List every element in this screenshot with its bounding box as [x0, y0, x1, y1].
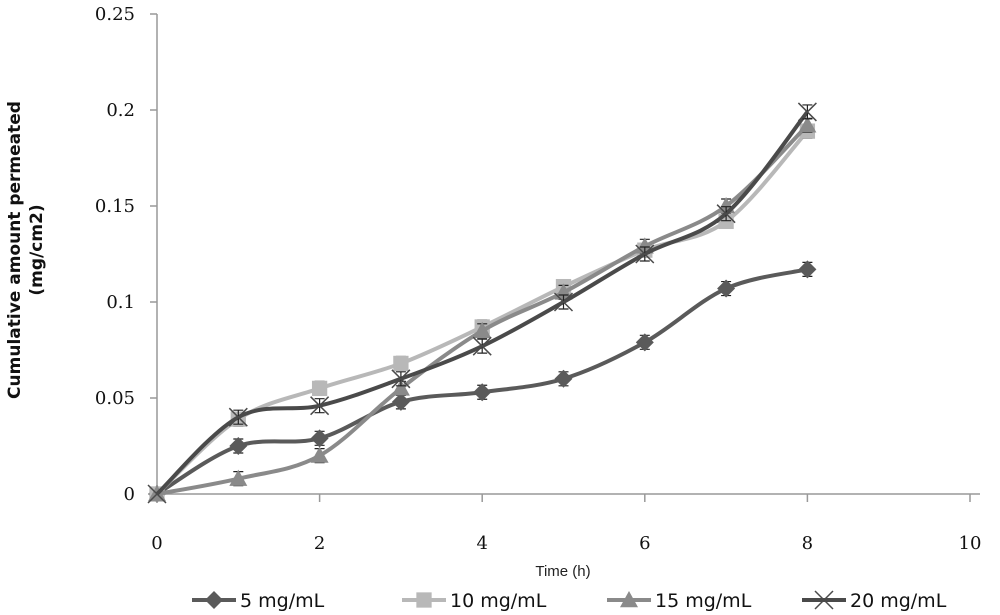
x-tick-label: 4	[476, 533, 487, 554]
triangle-marker	[473, 321, 492, 338]
legend-label: 20 mg/mL	[850, 590, 947, 612]
x-marker	[797, 102, 817, 122]
series-line	[155, 129, 809, 496]
triangle-marker	[229, 469, 248, 486]
square-marker	[416, 592, 432, 608]
diamond-marker	[205, 591, 223, 609]
series-group	[147, 102, 817, 504]
triangle-marker	[798, 116, 817, 133]
x-tick-label: 2	[314, 533, 325, 554]
triangle-marker	[620, 591, 638, 608]
y-tick-label: 0.05	[95, 388, 135, 409]
x-marker	[310, 396, 330, 416]
diamond-marker	[391, 392, 410, 411]
x-tick-label: 8	[802, 533, 813, 554]
triangle-marker	[391, 379, 410, 396]
diamond-marker	[717, 279, 736, 298]
x-marker	[814, 590, 834, 610]
y-tick-label: 0.15	[95, 196, 135, 217]
diamond-marker	[635, 333, 654, 352]
series-line	[155, 267, 808, 496]
legend-label: 10 mg/mL	[450, 590, 547, 612]
x-marker	[147, 484, 167, 504]
legend-item: 20 mg/mL	[802, 590, 947, 612]
diamond-marker	[798, 260, 817, 279]
x-marker	[391, 369, 411, 389]
series-line	[155, 110, 809, 496]
legend-label: 5 mg/mL	[240, 590, 325, 612]
square-marker	[311, 380, 328, 397]
legend-label: 15 mg/mL	[655, 590, 752, 612]
series-20-mg-ml	[147, 102, 817, 504]
diamond-marker	[229, 437, 248, 455]
triangle-marker	[310, 446, 329, 463]
x-tick-label: 0	[151, 533, 162, 554]
x-axis-title: Time (h)	[535, 563, 590, 580]
y-tick-label: 0.25	[95, 4, 135, 25]
series-5-mg-ml	[148, 260, 817, 503]
diamond-marker	[473, 383, 492, 402]
axes: 0 2 4 6 8 10 0 0.05 0.1 0.15 0.2 0.25	[95, 4, 982, 554]
legend-item: 5 mg/mL	[192, 590, 325, 612]
diamond-marker	[554, 369, 573, 388]
legend-item: 15 mg/mL	[607, 590, 752, 612]
x-marker	[716, 204, 736, 224]
x-marker	[553, 292, 574, 312]
y-axis-title-line1: Cumulative amount permeated	[5, 101, 25, 399]
legend: 5 mg/mL 10 mg/mL 15 mg/mL 20 mg/mL	[192, 590, 947, 612]
x-marker	[635, 244, 655, 264]
x-marker	[472, 336, 492, 356]
square-marker	[393, 355, 409, 372]
y-axis-title-line2: (mg/cm2)	[27, 204, 47, 295]
x-tick-label: 10	[959, 533, 982, 554]
x-marker	[228, 407, 248, 427]
legend-item: 10 mg/mL	[402, 590, 547, 612]
y-tick-label: 0.1	[106, 292, 135, 313]
diamond-marker	[310, 429, 329, 448]
y-tick-label: 0	[124, 484, 135, 505]
x-tick-label: 6	[639, 533, 650, 554]
y-tick-label: 0.2	[106, 100, 135, 121]
series-line	[156, 123, 809, 496]
